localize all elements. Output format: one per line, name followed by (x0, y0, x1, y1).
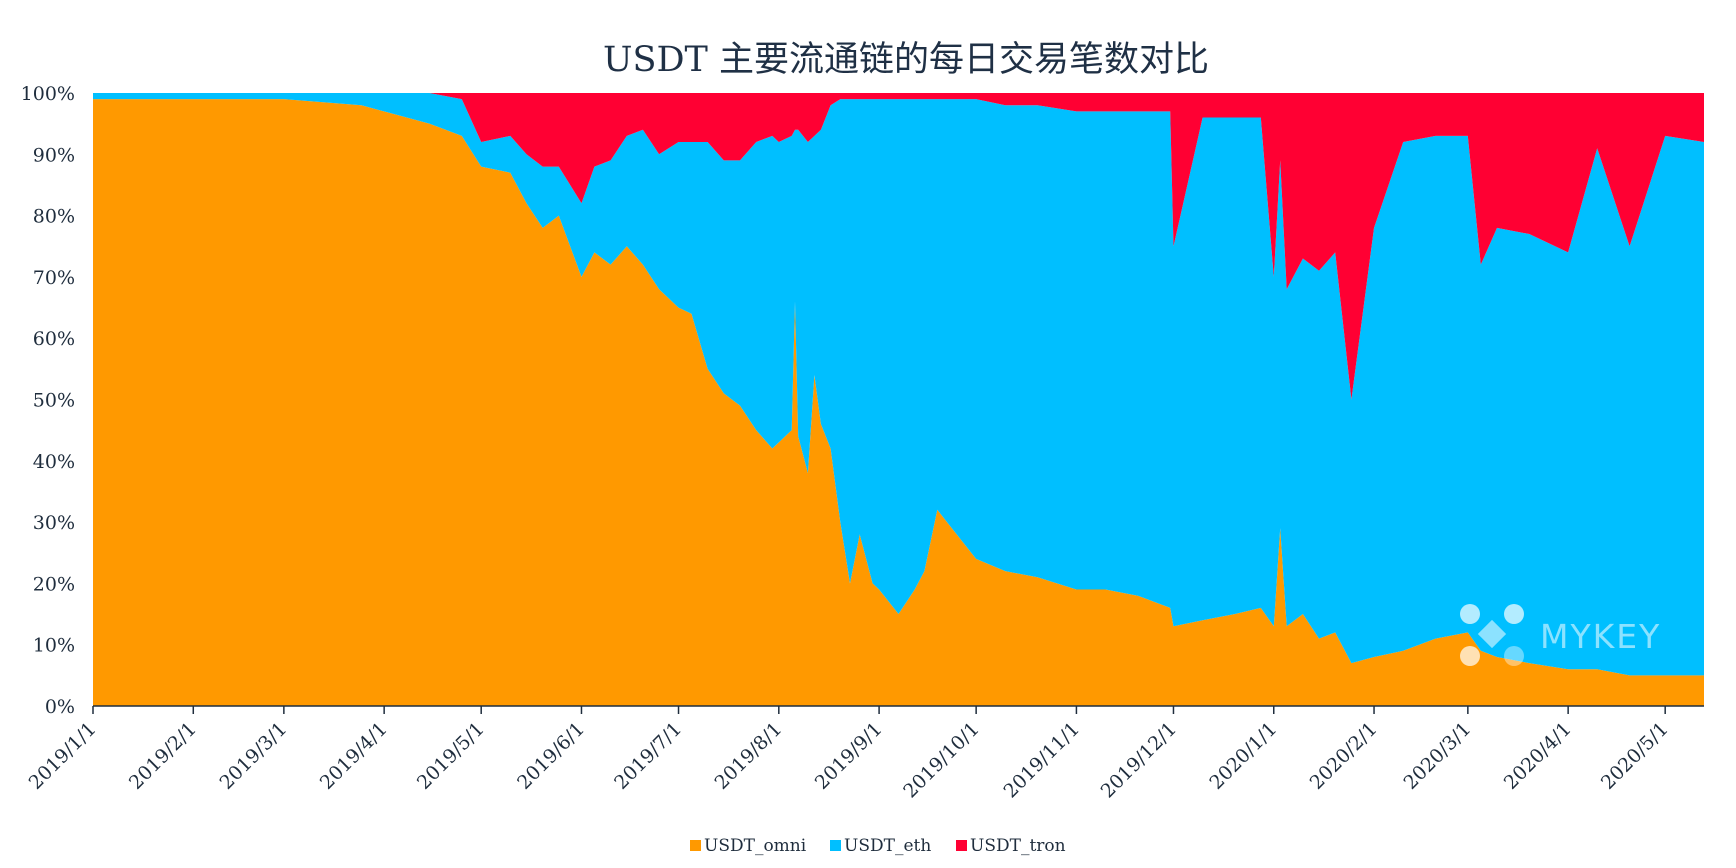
mykey-watermark-logo: MYKEY (1460, 604, 1661, 666)
x-tick-label: 2019/3/1 (215, 718, 291, 794)
y-tick-label: 90% (33, 144, 75, 166)
y-tick-label: 50% (33, 390, 75, 412)
x-tick-label: 2019/5/1 (413, 718, 489, 794)
y-tick-label: 70% (33, 267, 75, 289)
watermark-text: MYKEY (1540, 617, 1661, 656)
watermark-dot (1460, 646, 1480, 666)
x-axis: 2019/1/1 2019/2/1 2019/3/1 2019/4/1 2019/5/1… (25, 705, 1704, 802)
x-tick-label: 2019/12/1 (1097, 718, 1181, 802)
x-tick-label: 2019/2/1 (125, 718, 201, 794)
y-tick-label: 80% (33, 206, 75, 228)
y-tick-label: 20% (33, 573, 75, 595)
x-tick-label: 2019/8/1 (710, 718, 786, 794)
x-tick-label: 2019/9/1 (811, 718, 887, 794)
x-tick-label: 2019/7/1 (610, 718, 686, 794)
watermark-diamond (1477, 619, 1507, 649)
x-tick-label: 2020/5/1 (1597, 718, 1673, 794)
x-tick-label: 2020/4/1 (1500, 718, 1576, 794)
y-axis: 0% 10% 20% 30% 40% 50% 60% 70% 80% 90% 100% (21, 83, 75, 718)
y-tick-label: 0% (45, 696, 75, 718)
x-tick-label: 2019/6/1 (513, 718, 589, 794)
area-USDT_eth (93, 93, 1704, 676)
chart-title: USDT 主要流通链的每日交易笔数对比 (603, 40, 1209, 80)
watermark-dot (1504, 604, 1524, 624)
watermark-dot (1504, 646, 1524, 666)
legend-swatch-USDT_tron (956, 840, 967, 851)
x-tick-label: 2019/1/1 (25, 718, 101, 794)
legend-label-USDT_omni: USDT_omni (704, 836, 807, 856)
y-tick-label: 40% (33, 451, 75, 473)
legend-swatch-USDT_eth (830, 840, 841, 851)
y-tick-label: 60% (33, 328, 75, 350)
x-tick-label: 2020/3/1 (1399, 718, 1475, 794)
plot-area (93, 93, 1704, 707)
area-USDT_tron (93, 93, 1704, 400)
x-tick-label: 2019/4/1 (316, 718, 392, 794)
area-USDT_omni (93, 99, 1704, 707)
x-tick-label: 2020/1/1 (1205, 718, 1281, 794)
watermark-dot (1460, 604, 1480, 624)
y-tick-label: 100% (21, 83, 75, 105)
x-tick-label: 2020/2/1 (1306, 718, 1382, 794)
legend-swatch-USDT_omni (690, 840, 701, 851)
x-tick-label: 2019/11/1 (1000, 718, 1084, 802)
legend-label-USDT_eth: USDT_eth (844, 836, 931, 856)
x-tick-label: 2019/10/1 (899, 718, 983, 802)
legend-label-USDT_tron: USDT_tron (970, 836, 1066, 856)
legend: USDT_omni USDT_eth USDT_tron (690, 836, 1066, 856)
y-tick-label: 30% (33, 512, 75, 534)
y-tick-label: 10% (33, 635, 75, 657)
